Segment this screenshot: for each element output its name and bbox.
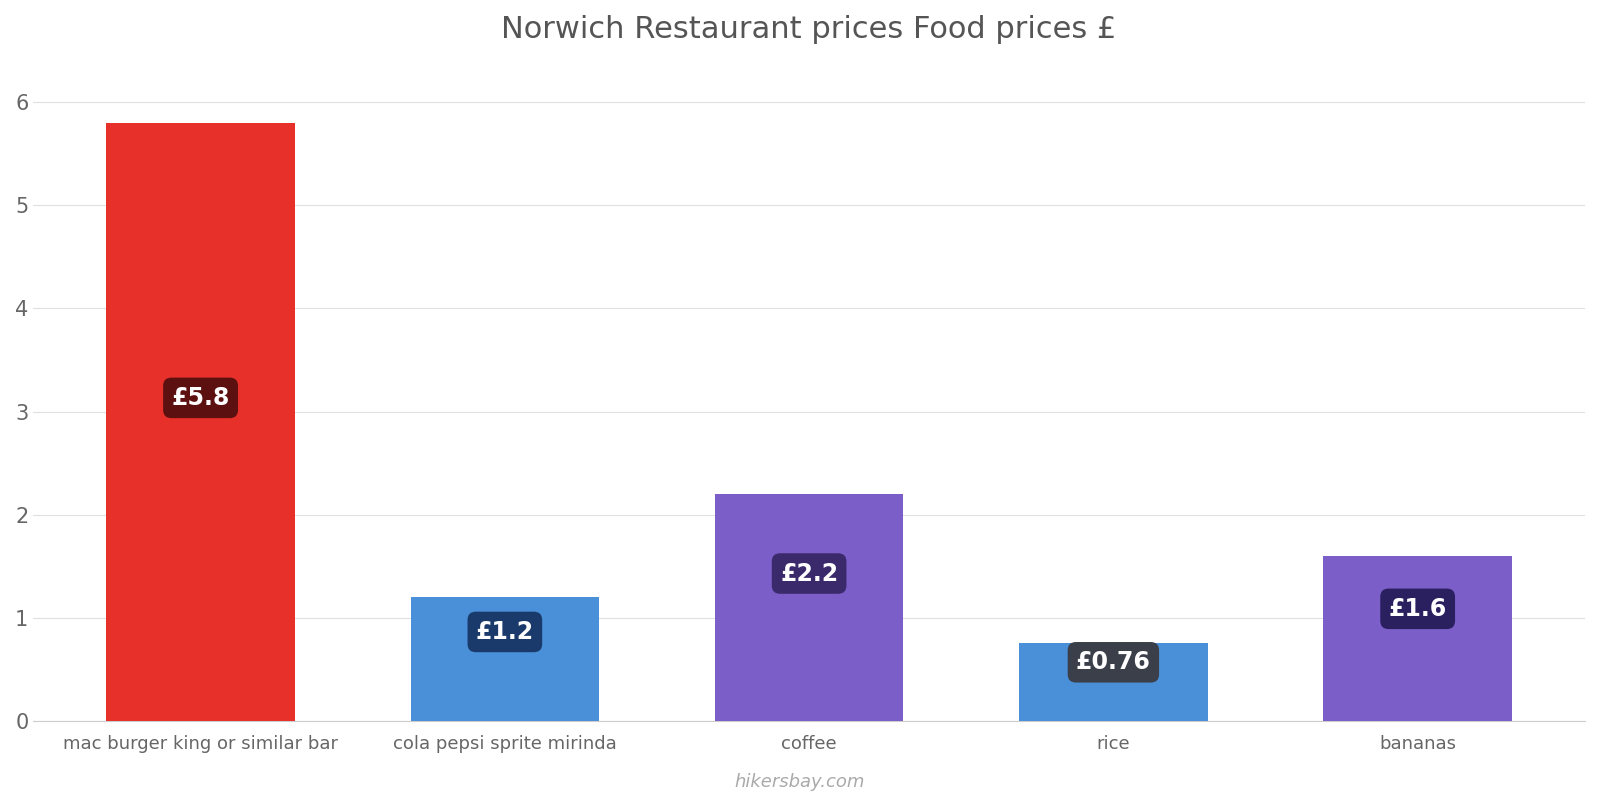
Text: £2.2: £2.2 — [781, 562, 838, 586]
Text: £5.8: £5.8 — [171, 386, 230, 410]
Bar — [106, 122, 294, 721]
Text: £0.76: £0.76 — [1075, 650, 1150, 674]
Bar — [1323, 556, 1512, 721]
Bar — [1019, 642, 1208, 721]
Text: hikersbay.com: hikersbay.com — [734, 774, 866, 791]
Bar — [411, 598, 598, 721]
Title: Norwich Restaurant prices Food prices £: Norwich Restaurant prices Food prices £ — [501, 15, 1117, 44]
Bar — [715, 494, 904, 721]
Text: £1.2: £1.2 — [475, 620, 534, 644]
Text: £1.6: £1.6 — [1389, 597, 1446, 621]
